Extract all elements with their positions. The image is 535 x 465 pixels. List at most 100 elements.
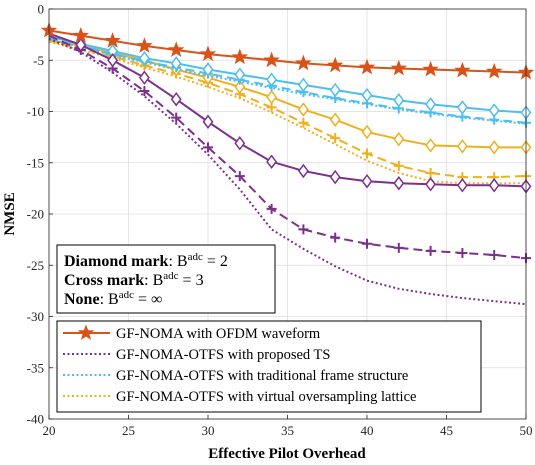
- series-line: [48, 40, 526, 185]
- data-point: [425, 97, 437, 112]
- y-tick-label: -10: [27, 104, 44, 119]
- series-line: [48, 34, 527, 260]
- data-point: [136, 37, 153, 53]
- data-point: [107, 53, 119, 68]
- data-point: [330, 232, 341, 243]
- series-line: [48, 29, 527, 74]
- data-point: [425, 245, 436, 256]
- x-axis-title: Effective Pilot Overhead: [208, 446, 366, 462]
- annotation-line-2-key: Cross mark: [64, 272, 144, 289]
- y-tick-label: -30: [27, 309, 44, 324]
- data-point: [266, 203, 277, 214]
- data-point: [393, 242, 404, 253]
- data-point: [263, 51, 280, 68]
- data-point: [390, 59, 408, 76]
- legend-entry: GF-NOMA-OTFS with proposed TS: [63, 347, 330, 363]
- x-tick-label: 30: [202, 423, 215, 438]
- annotation-line-1-key: Diamond mark: [64, 253, 169, 270]
- series-line: [48, 38, 526, 149]
- y-tick-label: -35: [27, 360, 44, 375]
- legend-entries: GF-NOMA with OFDM waveform GF-NOMA-OTFS w…: [63, 324, 416, 405]
- y-tick-label: -25: [27, 258, 44, 273]
- annotation-line-1: Diamond mark: Badc = 2: [64, 251, 228, 270]
- data-point: [295, 54, 312, 71]
- legend-entry: GF-NOMA with OFDM waveform: [63, 324, 321, 342]
- data-point: [362, 148, 372, 159]
- data-point: [485, 62, 503, 79]
- data-point: [297, 163, 309, 179]
- data-point: [266, 154, 278, 169]
- data-point: [488, 103, 500, 118]
- data-point: [75, 37, 87, 53]
- data-point: [454, 61, 471, 78]
- legend-label: GF-NOMA-OTFS with virtual oversampling l…: [116, 389, 416, 405]
- x-tick-label: 50: [520, 423, 533, 438]
- data-point: [361, 124, 373, 140]
- series-1: [48, 32, 532, 194]
- data-point: [488, 178, 500, 193]
- series-2: [48, 34, 531, 264]
- annotation-line-3: None: Badc = ∞: [64, 289, 162, 308]
- data-point: [298, 224, 309, 235]
- data-point: [234, 79, 246, 95]
- data-point: [393, 160, 404, 171]
- legend: GF-NOMA with OFDM waveform GF-NOMA-OTFS w…: [56, 320, 482, 413]
- data-point: [266, 72, 278, 87]
- data-point: [361, 173, 373, 189]
- x-tick-label: 35: [281, 423, 294, 438]
- data-point: [489, 250, 500, 260]
- data-point: [199, 45, 217, 62]
- series-9: [48, 40, 526, 185]
- y-tick-label: -40: [27, 412, 44, 427]
- data-point: [358, 58, 376, 75]
- annotation-box: Diamond mark: Badc = 2 Cross mark: Badc …: [56, 244, 276, 314]
- data-point: [171, 112, 182, 123]
- data-point: [297, 102, 309, 117]
- legend-label: GF-NOMA-OTFS with proposed TS: [116, 347, 330, 363]
- legend-marker: [77, 324, 95, 341]
- legend-entry: GF-NOMA-OTFS with traditional frame stru…: [63, 368, 408, 384]
- series-line: [48, 39, 527, 179]
- data-point: [104, 32, 121, 48]
- data-point: [488, 140, 500, 155]
- series-line: [48, 38, 527, 125]
- data-point: [393, 176, 405, 191]
- data-point: [362, 238, 372, 249]
- data-point: [234, 67, 246, 82]
- data-point: [326, 56, 344, 73]
- x-tick-label: 40: [361, 423, 374, 438]
- data-point: [456, 139, 468, 154]
- data-point: [266, 89, 278, 105]
- legend-entry: GF-NOMA-OTFS with virtual oversampling l…: [63, 389, 416, 405]
- x-tick-label: 45: [440, 423, 453, 438]
- data-point: [456, 178, 468, 193]
- data-point: [329, 169, 341, 185]
- legend-label: GF-NOMA-OTFS with traditional frame stru…: [116, 368, 408, 384]
- data-point: [170, 56, 182, 71]
- series-line: [48, 37, 527, 124]
- ticks: 20 25 30 35 40 45 50 0 -5 -10 -15 -20 -25 -30 -35 -40: [27, 2, 533, 439]
- data-point: [425, 138, 437, 153]
- series-line: [48, 37, 527, 306]
- data-point: [202, 114, 214, 129]
- annotation-frame: [56, 244, 276, 314]
- data-point: [297, 77, 309, 93]
- series-6: [48, 38, 527, 125]
- series-3: [48, 37, 527, 306]
- y-tick-label: -15: [27, 155, 44, 170]
- annotation-line-3-key: None: [64, 291, 100, 308]
- data-point: [234, 171, 245, 182]
- y-tick-label: -5: [33, 53, 44, 68]
- series-line: [48, 35, 527, 114]
- data-point: [422, 60, 439, 77]
- series-0: [40, 21, 535, 80]
- data-point: [361, 87, 373, 103]
- y-tick-label: 0: [38, 2, 45, 17]
- series-line: [48, 32, 527, 188]
- data-point: [138, 50, 150, 66]
- data-point: [457, 247, 468, 258]
- series-layer: [40, 21, 535, 306]
- data-point: [456, 100, 468, 115]
- x-tick-label: 25: [122, 423, 135, 438]
